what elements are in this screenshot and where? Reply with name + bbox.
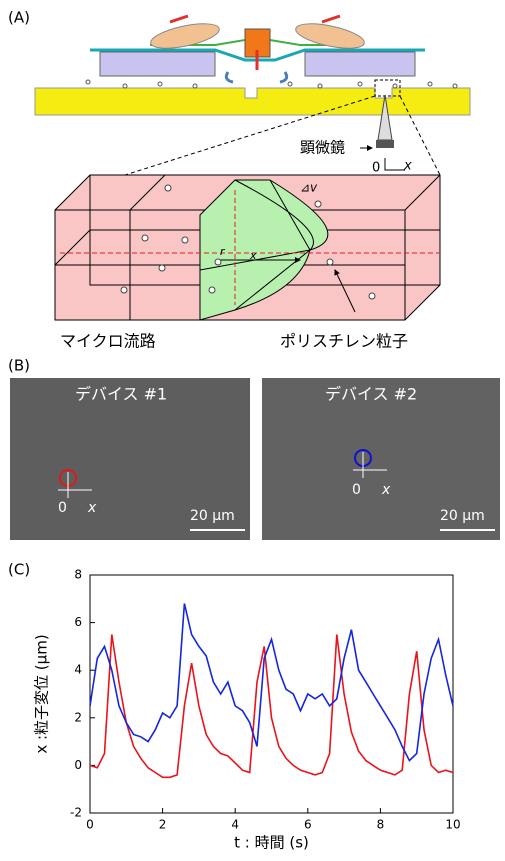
label: デバイス #2 bbox=[325, 385, 417, 404]
shape-circle bbox=[142, 235, 148, 241]
shape-circle bbox=[393, 84, 397, 88]
y-tick-label: 0 bbox=[74, 758, 82, 772]
shape-circle bbox=[327, 259, 333, 265]
x-tick-label: 4 bbox=[231, 818, 239, 832]
label: ⊿v bbox=[300, 181, 318, 195]
shape-rect bbox=[305, 52, 415, 76]
shape-g bbox=[86, 80, 457, 88]
label: x bbox=[381, 482, 391, 498]
x-axis-label: t : 時間 (s) bbox=[234, 834, 309, 852]
label: 顕微鏡 bbox=[300, 139, 345, 157]
shape-circle bbox=[165, 185, 171, 191]
label: x bbox=[87, 500, 97, 516]
y-tick-label: -2 bbox=[70, 806, 82, 820]
series-line bbox=[90, 635, 453, 778]
x-tick-label: 0 bbox=[86, 818, 94, 832]
y-axis-label: x :粒子変位 (μm) bbox=[33, 634, 51, 753]
shape-circle bbox=[159, 265, 165, 271]
shape-path bbox=[385, 158, 405, 170]
x-tick-label: 8 bbox=[377, 818, 385, 832]
y-tick-label: 6 bbox=[74, 615, 82, 629]
shape-rect bbox=[100, 52, 215, 76]
series-line bbox=[90, 604, 453, 761]
shape-circle bbox=[453, 84, 457, 88]
y-tick-label: 8 bbox=[74, 568, 82, 582]
label: マイクロ流路 bbox=[60, 332, 156, 351]
label: 20 μm bbox=[440, 508, 485, 524]
shape-circle bbox=[318, 84, 322, 88]
shape-circle bbox=[358, 82, 362, 86]
label: (C) bbox=[8, 561, 30, 579]
label: 0 bbox=[58, 500, 67, 516]
shape-ellipse bbox=[149, 19, 222, 53]
label: デバイス #1 bbox=[75, 385, 167, 404]
plot-frame bbox=[90, 575, 453, 813]
label: 20 μm bbox=[190, 508, 235, 524]
shape-rect bbox=[376, 140, 394, 148]
shape-circle bbox=[182, 237, 188, 243]
shape-circle bbox=[121, 287, 127, 293]
shape-path bbox=[35, 88, 470, 115]
x-tick-label: 10 bbox=[445, 818, 460, 832]
shape-ellipse bbox=[294, 19, 367, 53]
shape-circle bbox=[315, 201, 321, 207]
shape-circle bbox=[123, 84, 127, 88]
shape-circle bbox=[86, 80, 90, 84]
shape-circle bbox=[215, 259, 221, 265]
label: (B) bbox=[8, 357, 30, 375]
label: (A) bbox=[8, 9, 30, 27]
shape-circle bbox=[209, 287, 215, 293]
shape-circle bbox=[193, 84, 197, 88]
x-tick-label: 6 bbox=[304, 818, 312, 832]
figure: (A) 顕微鏡 0 x ⊿v r x マイクロ流路 ポリスチレン粒子 (B) デ… bbox=[0, 0, 505, 857]
label: 0 bbox=[352, 482, 361, 498]
shape-circle bbox=[369, 293, 375, 299]
shape-circle bbox=[158, 82, 162, 86]
y-tick-label: 2 bbox=[74, 710, 82, 724]
x-tick-label: 2 bbox=[159, 818, 167, 832]
shape-circle bbox=[428, 82, 432, 86]
label: ポリスチレン粒子 bbox=[280, 332, 408, 351]
shape-path bbox=[226, 72, 286, 82]
y-tick-label: 4 bbox=[74, 663, 82, 677]
page: (A) 顕微鏡 0 x ⊿v r x マイクロ流路 ポリスチレン粒子 (B) デ… bbox=[0, 0, 505, 857]
label: x bbox=[249, 249, 257, 262]
shape-circle bbox=[288, 82, 292, 86]
label: x bbox=[403, 159, 412, 174]
label: 0 bbox=[372, 161, 380, 176]
